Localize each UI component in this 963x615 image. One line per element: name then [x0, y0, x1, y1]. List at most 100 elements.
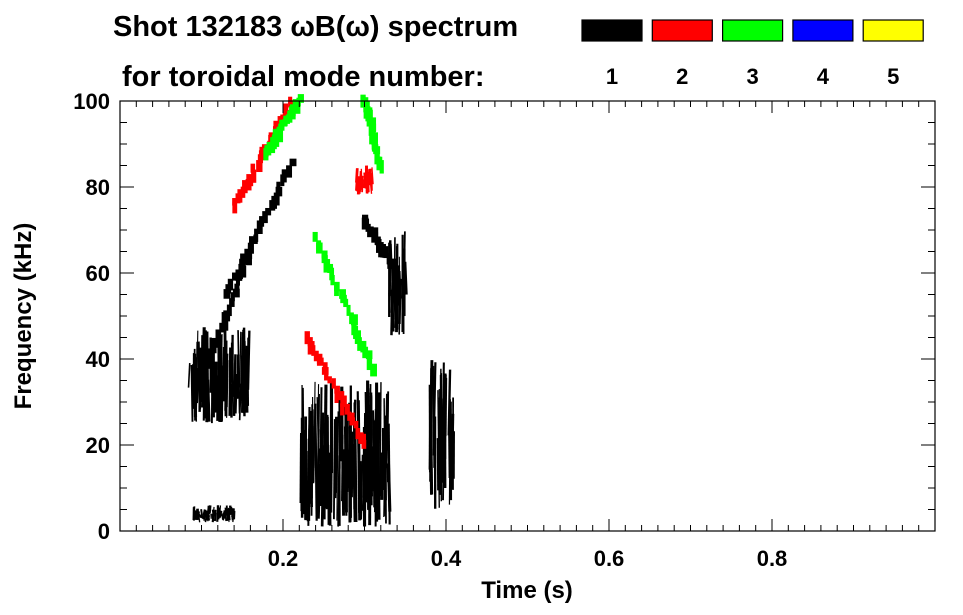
spectrum-mark-mode-3: [362, 346, 369, 359]
spectrum-mark-mode-1: [367, 227, 372, 238]
spectrum-mark-mode-1: [221, 377, 224, 421]
spectrum-mark-mode-2: [322, 362, 328, 371]
spectrum-mark-mode-2: [361, 175, 364, 193]
chart-title-line2: for toroidal mode number:: [122, 61, 485, 93]
spectrum-marks: [187, 94, 455, 527]
spectrum-mark-mode-1: [438, 422, 442, 490]
spectrum-mark-mode-1: [224, 507, 228, 515]
spectrum-mark-mode-1: [346, 415, 349, 488]
spectrum-mark-mode-1: [343, 449, 347, 495]
spectrum-mark-mode-1: [387, 257, 392, 269]
spectrum-mark-mode-3: [343, 298, 349, 308]
spectrum-mark-mode-1: [245, 345, 250, 406]
spectrum-mark-mode-2: [268, 132, 273, 140]
spectrum-mark-mode-3: [316, 242, 323, 254]
spectrum-mark-mode-1: [384, 446, 387, 483]
spectrum-mark-mode-1: [447, 369, 452, 436]
spectrum-mark-mode-1: [225, 505, 229, 521]
chart-title-line1: Shot 132183 ωB(ω) spectrum: [113, 11, 518, 43]
spectrum-mark-mode-2: [359, 433, 367, 445]
spectrum-mark-mode-2: [311, 345, 316, 356]
spectrum-mark-mode-2: [344, 403, 350, 415]
y-tick-label: 80: [86, 175, 110, 200]
spectrum-mark-mode-1: [276, 181, 281, 195]
legend-label: 3: [746, 64, 758, 89]
spectrum-mark-mode-1: [322, 453, 325, 493]
spectrum-mark-mode-3: [279, 119, 285, 131]
spectrum-mark-mode-2: [362, 179, 366, 189]
spectrum-mark-mode-1: [327, 452, 332, 526]
spectrum-mark-mode-2: [282, 103, 289, 116]
spectrum-mark-mode-3: [289, 104, 296, 117]
y-tick-label: 20: [86, 433, 110, 458]
spectrum-mark-mode-1: [230, 334, 234, 383]
spectrum-mark-mode-2: [237, 189, 243, 203]
spectrum-mark-mode-1: [325, 414, 330, 493]
spectrum-mark-mode-1: [393, 274, 398, 320]
spectrum-mark-mode-3: [266, 141, 272, 156]
legend-label: 4: [817, 64, 830, 89]
spectrum-mark-mode-1: [373, 420, 377, 485]
spectrum-mark-mode-2: [361, 439, 367, 449]
spectrum-mark-mode-1: [393, 268, 399, 279]
spectrum-mark-mode-1: [229, 298, 235, 307]
spectrum-mark-mode-2: [324, 371, 329, 381]
spectrum-mark-mode-1: [386, 391, 390, 451]
spectrum-mark-mode-3: [293, 100, 301, 114]
spectrum-mark-mode-3: [366, 118, 372, 127]
spectrum-mark-mode-2: [331, 378, 336, 389]
spectrum-mark-mode-1: [314, 428, 318, 481]
spectrum-mark-mode-3: [366, 358, 373, 371]
spectrum-mark-mode-1: [360, 454, 364, 520]
y-tick-label: 60: [86, 261, 110, 286]
spectrum-mark-mode-2: [327, 376, 332, 384]
spectrum-mark-mode-1: [375, 385, 379, 481]
spectrum-mark-mode-1: [363, 446, 367, 513]
spectrum-mark-mode-2: [307, 341, 315, 355]
spectrum-mark-mode-1: [204, 512, 209, 521]
spectrum-mark-mode-1: [364, 218, 370, 228]
legend-label: 5: [887, 64, 899, 89]
spectrum-mark-mode-1: [197, 514, 201, 519]
y-tick-label: 40: [86, 347, 110, 372]
spectrum-mark-mode-1: [240, 253, 247, 263]
y-tick-label: 100: [73, 89, 110, 114]
spectrum-mark-mode-2: [321, 367, 329, 375]
spectrum-mark-mode-3: [292, 99, 297, 108]
spectrum-mark-mode-1: [256, 220, 263, 235]
spectrum-mark-mode-2: [304, 331, 310, 345]
spectrum-mark-mode-1: [223, 310, 231, 322]
spectrum-mark-mode-1: [309, 463, 313, 504]
spectrum-mark-mode-1: [273, 192, 280, 206]
spectrum-mark-mode-3: [370, 363, 377, 377]
spectrum-mark-mode-1: [218, 362, 222, 422]
spectrum-mark-mode-1: [379, 382, 382, 497]
spectrum-mark-mode-1: [232, 272, 239, 281]
spectrum-mark-mode-1: [317, 394, 320, 513]
legend-swatch: [651, 19, 713, 42]
spectrum-mark-mode-2: [340, 395, 347, 407]
spectrum-mark-mode-1: [210, 343, 217, 354]
legend: 1 2 3 4 5: [581, 19, 924, 89]
spectrum-mark-mode-3: [354, 330, 361, 345]
spectrum-mark-mode-3: [334, 285, 339, 297]
spectrum-mark-mode-2: [242, 180, 248, 194]
x-tick-label: 0.8: [757, 546, 788, 571]
spectrum-mark-mode-1: [200, 369, 208, 381]
spectrum-mark-mode-1: [281, 169, 287, 183]
spectrum-mark-mode-2: [259, 146, 265, 161]
spectrum-mark-mode-2: [368, 168, 373, 185]
spectrum-mark-mode-1: [244, 248, 250, 259]
spectrum-mark-mode-1: [433, 362, 437, 423]
spectrum-mark-mode-1: [307, 428, 311, 526]
x-tick-label: 0.2: [268, 546, 299, 571]
spectrum-mark-mode-2: [349, 417, 356, 426]
spectrum-mark-mode-1: [383, 451, 386, 518]
spectrum-mark-mode-1: [239, 258, 246, 271]
spectrum-mark-mode-1: [222, 339, 227, 380]
spectrum-mark-mode-1: [236, 354, 240, 399]
spectrum-mark-mode-1: [403, 261, 408, 295]
x-axis-label: Time (s): [481, 577, 573, 604]
spectrum-mark-mode-1: [228, 505, 233, 515]
